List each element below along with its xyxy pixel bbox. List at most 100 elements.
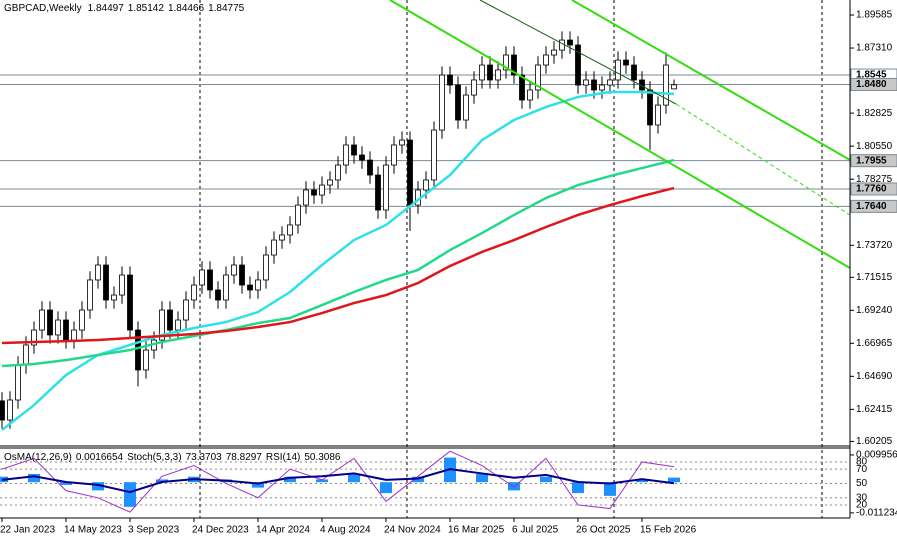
y-tick-label: 1.78275 [856,174,893,185]
x-tick-label: 16 Mar 2025 [448,525,505,536]
candle-body [127,274,133,331]
candle-body [215,289,221,301]
level-label: 1.7760 [856,184,887,195]
x-tick-label: 26 Oct 2025 [576,525,631,536]
x-tick-label: 14 May 2023 [64,525,122,536]
candle-body [71,329,77,341]
stoch-signal: 78.8297 [226,452,263,463]
candle-body [319,184,325,196]
osma-bar [540,476,552,483]
candle-body [599,84,605,91]
trend-lines [389,0,851,269]
candle-body [495,69,501,81]
osma-bar [156,479,168,483]
rsi-line [1,468,675,494]
candle-body [303,189,309,206]
candle-body [671,84,677,90]
osma-bar [380,482,392,494]
stoch-main: 73.3703 [186,452,223,463]
y-tick-label: 1.82825 [856,108,893,119]
osma-bar [572,482,584,494]
candle-body [583,79,589,86]
candle-body [543,54,549,66]
x-tick-label: 22 Jan 2023 [0,525,55,536]
candle-body [511,54,517,76]
level-label-box [850,182,897,196]
y-tick-label: 1.66965 [856,338,893,349]
candle-body [7,399,13,421]
candle-body [559,39,565,51]
candle-body [119,274,125,296]
candle-body [271,239,277,256]
rsi-label: RSI(14) [266,452,300,463]
candle-body [39,309,45,331]
candle-body [351,144,357,156]
candle-body [407,139,413,206]
level-label: 1.7955 [856,155,887,166]
candle-body [623,59,629,66]
osma-bar [252,482,264,488]
candle-body [471,79,477,96]
candle-body [463,94,469,121]
candle-body [663,64,669,106]
candle-body [447,74,453,86]
x-tick-label: 3 Sep 2023 [128,525,180,536]
candle-body [607,79,613,86]
y-tick-label: 1.69240 [856,305,893,316]
candle-body [527,89,533,101]
candle-body [15,364,21,401]
osma-bar [636,479,648,483]
candle-body [31,329,37,346]
candle-body [287,224,293,236]
y-tick-label: 20 [856,500,868,511]
candle-body [391,144,397,166]
trend-line [571,0,851,161]
y-tick-label: 70 [856,464,868,475]
candle-body [423,179,429,191]
candle-body [223,274,229,301]
y2-tick-label: -0.011234 [856,508,897,519]
candle-body [47,309,53,336]
x-tick-label: 24 Nov 2024 [384,525,441,536]
candle-body [615,59,621,81]
y-tick-label: 80 [856,457,868,468]
osma-bar [348,473,360,483]
candle-body [55,319,61,336]
osma-bar [316,479,328,483]
candle-body [647,89,653,126]
y-tick-label: 1.62415 [856,404,893,415]
candle-body [143,349,149,371]
x-tick-label: 6 Jul 2025 [512,525,559,536]
candle-body [207,269,213,291]
candle-body [503,54,509,71]
candle-body [655,104,661,126]
moving-average [1,90,675,432]
candle-body [247,284,253,291]
candle-body [519,74,525,101]
level-label-box [850,199,897,213]
level-label-box [850,77,897,91]
candle-body [439,74,445,131]
candle-body [231,264,237,276]
candle-body [159,309,165,341]
osma-bar [604,482,616,496]
candle-body [487,64,493,81]
x-tick-label: 14 Apr 2024 [256,525,310,536]
candle-body [95,264,101,281]
y-tick-label: 1.64690 [856,371,893,382]
candle-body [111,294,117,301]
osma-label: OsMA(12,26,9) [4,452,72,463]
chart-title: GBPCAD,Weekly [4,3,82,14]
osma-bar [284,476,296,483]
x-tick-label: 4 Aug 2024 [320,525,371,536]
candle-body [263,254,269,281]
osma-bar [28,473,40,483]
level-label: 1.8545 [856,70,887,81]
candle-body [479,64,485,81]
y-tick-label: 1.60205 [856,436,893,447]
candle-body [79,309,85,331]
candle-body [567,39,573,46]
candle-body [87,279,93,311]
